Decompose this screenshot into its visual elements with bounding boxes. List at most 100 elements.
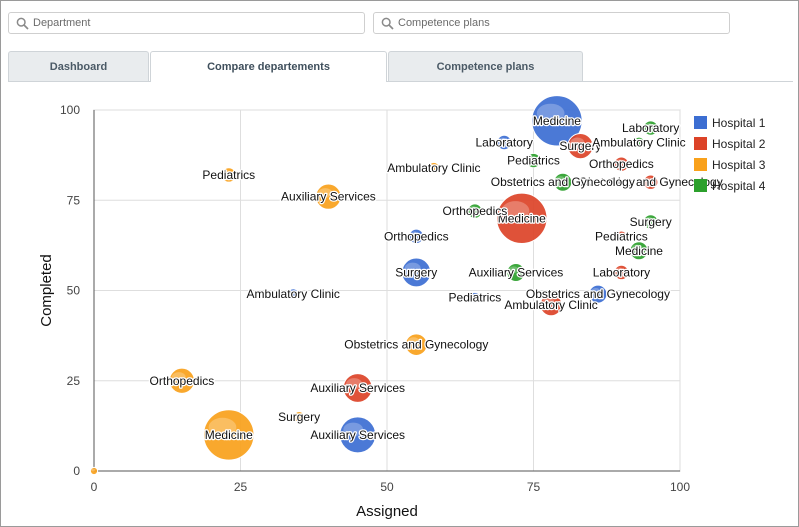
competence-plans-filter[interactable] bbox=[373, 12, 730, 34]
bubble-circle bbox=[401, 257, 432, 288]
bubble-circle bbox=[643, 174, 659, 190]
chart-axes: 00 25 25 50 50 75 75 100 100 bbox=[60, 103, 690, 494]
bubble-highlight bbox=[470, 294, 477, 299]
bubble-label: Pediatrics bbox=[449, 291, 502, 305]
y-tick-label: 0 bbox=[73, 464, 80, 478]
bubble-label: Laboratory bbox=[593, 265, 650, 279]
bubble-label: Obstetrics and Gynecology bbox=[344, 338, 488, 352]
bubble[interactable] bbox=[629, 241, 649, 261]
bubble-highlight bbox=[615, 267, 624, 274]
legend-label: Hospital 1 bbox=[712, 116, 766, 130]
bubble-highlight bbox=[498, 137, 507, 144]
bubble[interactable] bbox=[496, 192, 548, 245]
legend-swatch bbox=[694, 137, 707, 150]
bubble-label: Medicine bbox=[533, 114, 581, 128]
bubble[interactable] bbox=[643, 214, 659, 230]
bubble[interactable] bbox=[469, 291, 481, 304]
tab-compare-departements[interactable]: Compare departements bbox=[150, 51, 387, 82]
x-tick-label: 25 bbox=[234, 480, 248, 494]
bubble[interactable] bbox=[553, 172, 573, 192]
bubble-circle bbox=[506, 262, 526, 282]
bubble-circle bbox=[405, 333, 428, 356]
bubble[interactable] bbox=[588, 284, 608, 304]
bubble-label: Pediatrics bbox=[202, 168, 255, 182]
bubble-label: Medicine bbox=[615, 244, 663, 258]
search-icon bbox=[13, 14, 31, 32]
bubble-circle bbox=[339, 416, 377, 454]
bubble[interactable] bbox=[89, 466, 99, 476]
bubble[interactable] bbox=[168, 367, 195, 394]
department-input[interactable] bbox=[31, 17, 360, 29]
bubble-circle bbox=[553, 172, 573, 192]
bubble[interactable] bbox=[405, 333, 428, 356]
tab-competence-plans[interactable]: Competence plans bbox=[388, 51, 583, 81]
bubble-highlight bbox=[410, 231, 419, 237]
x-tick-label: 50 bbox=[380, 480, 394, 494]
bubble-circle bbox=[496, 192, 548, 245]
bubble-label: Pediatrics bbox=[507, 154, 560, 168]
bubble-label: Ambulatory Clinic bbox=[247, 287, 340, 301]
bubble[interactable] bbox=[615, 230, 628, 243]
bubble-circle bbox=[408, 228, 424, 245]
search-icon bbox=[378, 14, 396, 32]
legend-label: Hospital 4 bbox=[712, 179, 766, 193]
bubble-circle bbox=[539, 293, 563, 317]
bubble-circle bbox=[613, 264, 630, 281]
bubble[interactable] bbox=[643, 174, 659, 190]
bubble[interactable] bbox=[315, 183, 342, 210]
legend-item[interactable]: Hospital 2 bbox=[694, 137, 766, 151]
bubble-highlight bbox=[590, 287, 601, 295]
legend-item[interactable]: Hospital 3 bbox=[694, 158, 766, 172]
bubble-circle bbox=[427, 161, 440, 174]
bubble[interactable] bbox=[613, 156, 630, 172]
bubble-label: Surgery bbox=[278, 410, 320, 424]
bubble-circle bbox=[615, 230, 628, 243]
bubble-circle bbox=[531, 95, 583, 147]
legend-item[interactable]: Hospital 4 bbox=[694, 179, 766, 193]
bubble[interactable] bbox=[427, 161, 440, 174]
bubble[interactable] bbox=[613, 264, 630, 281]
tab-dashboard[interactable]: Dashboard bbox=[8, 51, 149, 81]
bubble-highlight bbox=[542, 297, 555, 306]
bubble-label: Auxiliary Services bbox=[310, 381, 405, 395]
bubble[interactable] bbox=[525, 152, 542, 169]
bubble-circle bbox=[496, 134, 512, 151]
bubble[interactable] bbox=[496, 134, 512, 151]
bubble[interactable] bbox=[287, 288, 300, 301]
bubble-circle bbox=[525, 152, 542, 169]
bubble[interactable] bbox=[408, 228, 424, 245]
department-filter[interactable] bbox=[8, 12, 365, 34]
bubble[interactable] bbox=[539, 293, 563, 317]
y-tick-label: 25 bbox=[67, 374, 81, 388]
bubble-label: Surgery bbox=[630, 215, 672, 229]
bubble-highlight bbox=[208, 417, 237, 437]
bubble-label: Orthopedics bbox=[589, 157, 654, 171]
bubble[interactable] bbox=[339, 416, 377, 454]
bubble-circle bbox=[613, 156, 630, 172]
bubble[interactable] bbox=[401, 257, 432, 288]
bubble-circle bbox=[643, 214, 659, 230]
bubble-highlight bbox=[407, 337, 420, 346]
bubble-highlight bbox=[346, 378, 363, 390]
legend-label: Hospital 3 bbox=[712, 158, 766, 172]
bubble[interactable] bbox=[643, 120, 659, 136]
bubble-circle bbox=[588, 284, 608, 304]
bubble-label: Auxiliary Services bbox=[310, 428, 405, 442]
bubble[interactable] bbox=[567, 133, 594, 160]
bubble[interactable] bbox=[531, 95, 583, 147]
bubble[interactable] bbox=[203, 409, 255, 461]
bubble[interactable] bbox=[633, 136, 645, 149]
competence-plans-input[interactable] bbox=[396, 17, 725, 29]
bubble[interactable] bbox=[506, 262, 526, 282]
legend-item[interactable]: Hospital 1 bbox=[694, 116, 766, 130]
bubble[interactable] bbox=[342, 373, 373, 403]
bubble-label: Obstetrics and Gynecology bbox=[526, 287, 670, 301]
bubble[interactable] bbox=[221, 167, 237, 183]
bubble[interactable] bbox=[293, 410, 306, 423]
bubble[interactable] bbox=[467, 203, 483, 219]
y-tick-label: 75 bbox=[67, 193, 81, 207]
bubble-highlight bbox=[171, 372, 186, 382]
bubble-highlight bbox=[501, 201, 530, 221]
chart-legend: Hospital 1 Hospital 2 Hospital 3 Hospital 4 bbox=[694, 116, 766, 193]
